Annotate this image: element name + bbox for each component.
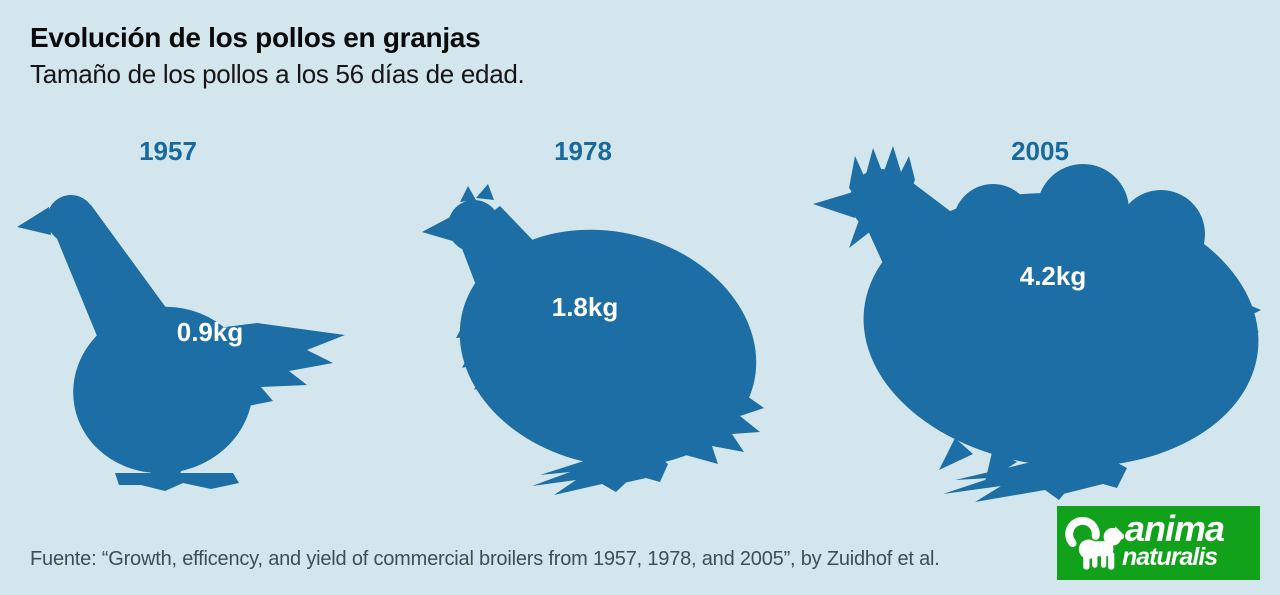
- chicken-legs: [1041, 424, 1115, 485]
- chicken-beak: [422, 216, 456, 242]
- chicken-tail: [1195, 292, 1261, 362]
- logo-text-naturalis: naturalis: [1122, 543, 1218, 571]
- chicken-foot: [115, 473, 239, 491]
- year-label-1957: 1957: [139, 136, 197, 166]
- dog-icon: [1065, 516, 1124, 570]
- chicken-legs: [587, 419, 647, 473]
- chicken-body: [17, 195, 345, 491]
- chicken-2005-silhouette: [813, 146, 1261, 502]
- year-label-1978: 1978: [554, 136, 612, 166]
- chicken-1957-silhouette: [17, 195, 345, 491]
- chicken-legs: [149, 437, 191, 485]
- source-text: Fuente: “Growth, efficency, and yield of…: [30, 548, 940, 570]
- chicken-tail: [177, 323, 345, 413]
- chicken-body: [422, 184, 764, 495]
- chicken-beak: [17, 207, 51, 235]
- chicken-body: [813, 146, 1261, 502]
- logo-wordmark: anima naturalis: [1122, 508, 1225, 571]
- year-label-2005: 2005: [1011, 136, 1069, 166]
- page-subtitle: Tamaño de los pollos a los 56 días de ed…: [30, 59, 525, 89]
- weight-label-1978: 1.8kg: [551, 292, 619, 322]
- weight-label-1957: 0.9kg: [176, 317, 244, 347]
- chicken-tail: [682, 370, 764, 464]
- page-title: Evolución de los pollos en granjas: [30, 22, 481, 53]
- weight-label-2005: 4.2kg: [1019, 261, 1087, 291]
- chicken-beak: [813, 192, 855, 218]
- chicken-1978-silhouette: [422, 184, 764, 495]
- logo-text-anima: anima: [1125, 508, 1225, 549]
- animanaturalis-logo: anima naturalis: [1057, 506, 1260, 580]
